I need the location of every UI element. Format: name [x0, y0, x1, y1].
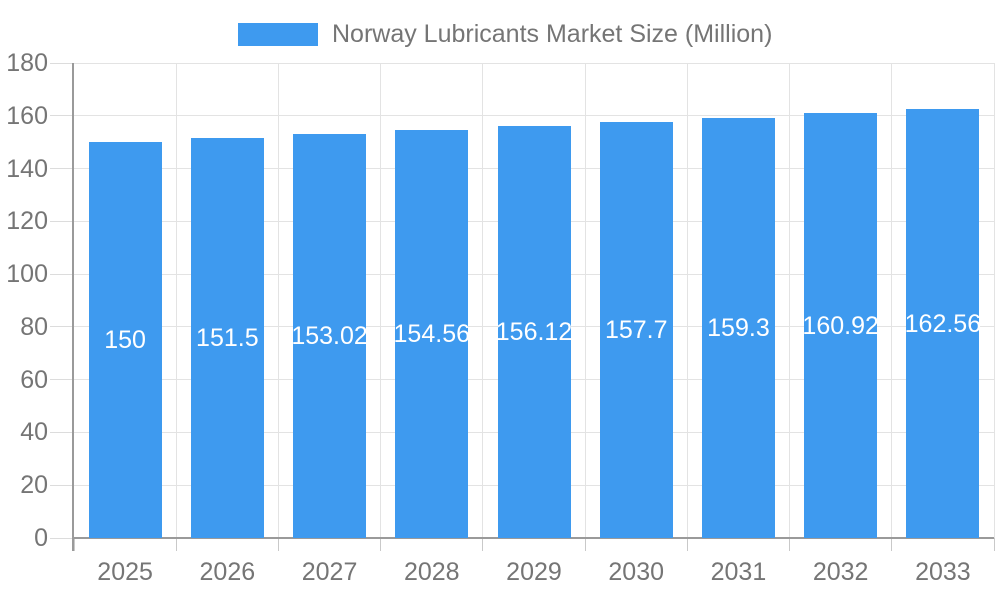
x-axis-tick: [482, 538, 484, 551]
bar-2033[interactable]: 162.56: [905, 109, 981, 538]
x-axis-tick: [789, 538, 791, 551]
x-axis-tick: [277, 538, 279, 551]
bar-value-label: 154.56: [393, 320, 470, 349]
x-tick-label: 2032: [812, 558, 869, 586]
gridline-horizontal: [74, 62, 994, 64]
gridline-vertical: [277, 63, 279, 538]
x-axis-tick: [686, 538, 688, 551]
y-tick-label: 100: [6, 260, 48, 289]
gridline-vertical: [380, 63, 382, 538]
y-axis-tick: [50, 115, 74, 117]
y-axis-tick: [50, 273, 74, 275]
bar-value-label: 151.5: [196, 324, 259, 353]
bar-2028[interactable]: 154.56: [394, 130, 470, 538]
y-tick-label: 140: [6, 154, 48, 183]
y-axis-line: [72, 63, 74, 551]
gridline-vertical: [686, 63, 688, 538]
x-axis-tick: [73, 538, 75, 551]
bar-value-label: 160.92: [802, 311, 879, 340]
gridline-vertical: [175, 63, 177, 538]
x-tick-label: 2030: [608, 558, 665, 586]
x-tick-label: 2031: [710, 558, 767, 586]
y-tick-label: 0: [34, 524, 48, 552]
x-tick-label: 2029: [506, 558, 562, 586]
x-axis-tick: [380, 538, 382, 551]
x-axis-tick: [584, 538, 586, 551]
y-axis-tick: [50, 62, 74, 64]
x-tick-label: 2025: [97, 558, 153, 586]
bar-value-label: 150: [104, 326, 146, 355]
gridline-vertical: [993, 63, 995, 538]
y-tick-label: 60: [20, 365, 48, 394]
bar-value-label: 156.12: [495, 318, 573, 346]
y-axis-tick: [50, 168, 74, 170]
y-axis-tick: [50, 326, 74, 328]
gridline-vertical: [482, 63, 484, 538]
bar-2026[interactable]: 151.5: [190, 138, 264, 538]
bar-value-label: 157.7: [604, 315, 668, 344]
x-axis-tick: [175, 538, 177, 551]
x-tick-label: 2028: [403, 558, 460, 586]
legend-swatch: [238, 23, 318, 46]
bar-2029[interactable]: 156.12: [496, 126, 572, 538]
bar-value-label: 162.56: [904, 309, 982, 338]
y-axis-tick: [50, 431, 74, 433]
y-axis-tick: [50, 484, 74, 486]
legend[interactable]: Norway Lubricants Market Size (Million): [238, 20, 772, 49]
y-tick-label: 40: [20, 418, 48, 447]
y-axis-tick: [50, 220, 74, 222]
bar-value-label: 153.02: [291, 322, 368, 351]
bar-2030[interactable]: 157.7: [599, 121, 673, 538]
y-tick-label: 80: [20, 312, 48, 341]
x-tick-label: 2026: [199, 558, 256, 586]
gridline-vertical: [584, 63, 586, 538]
gridline-horizontal: [74, 115, 994, 117]
x-axis-tick: [891, 538, 893, 551]
y-tick-label: 20: [20, 471, 48, 500]
y-tick-label: 120: [6, 207, 48, 236]
bar-value-label: 159.3: [707, 313, 770, 342]
y-tick-label: 180: [6, 49, 48, 77]
y-tick-label: 160: [6, 101, 48, 130]
x-tick-label: 2033: [915, 558, 971, 586]
x-axis-line: [72, 537, 994, 539]
legend-label: Norway Lubricants Market Size (Million): [332, 20, 773, 48]
bar-2025[interactable]: 150: [88, 142, 162, 538]
bar-2031[interactable]: 159.3: [701, 117, 775, 538]
bar-2032[interactable]: 160.92: [802, 113, 879, 538]
bar-2027[interactable]: 153.02: [291, 134, 368, 538]
x-tick-label: 2027: [301, 558, 358, 586]
y-axis-tick: [50, 379, 74, 381]
gridline-vertical: [891, 63, 893, 538]
y-axis-tick: [50, 537, 74, 539]
x-axis-tick: [993, 538, 995, 551]
gridline-vertical: [789, 63, 791, 538]
